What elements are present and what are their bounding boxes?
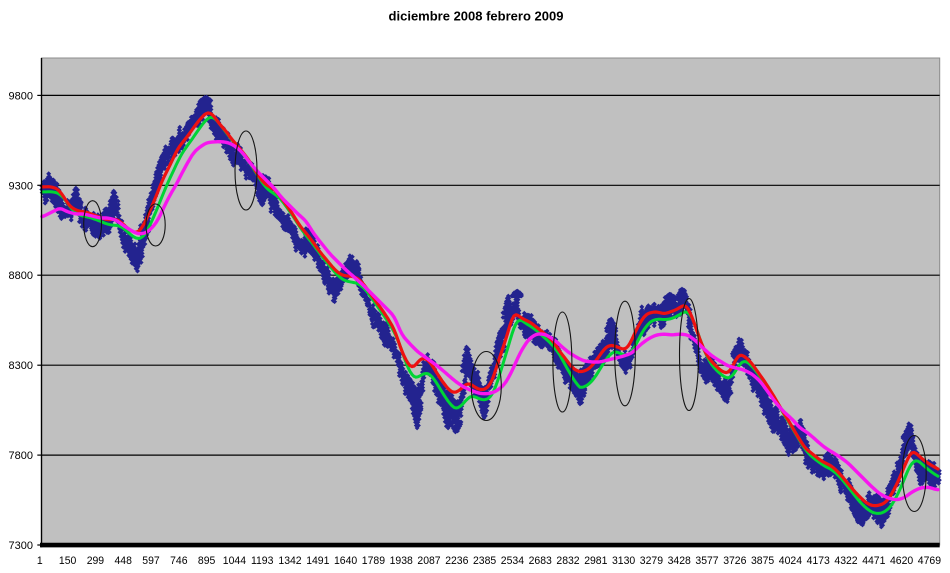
svg-text:3577: 3577	[695, 555, 718, 567]
svg-text:2087: 2087	[417, 555, 440, 567]
svg-text:4322: 4322	[834, 555, 857, 567]
svg-text:597: 597	[142, 555, 159, 567]
svg-text:2683: 2683	[529, 555, 552, 567]
svg-text:1044: 1044	[223, 555, 246, 567]
svg-text:746: 746	[170, 555, 187, 567]
svg-text:4769: 4769	[918, 555, 941, 567]
svg-text:9800: 9800	[9, 90, 33, 102]
svg-text:7800: 7800	[9, 450, 33, 462]
svg-text:2236: 2236	[445, 555, 468, 567]
svg-text:1938: 1938	[390, 555, 413, 567]
svg-text:1491: 1491	[306, 555, 329, 567]
svg-text:8300: 8300	[9, 360, 33, 372]
svg-text:3875: 3875	[751, 555, 774, 567]
svg-text:9300: 9300	[9, 180, 33, 192]
svg-text:3279: 3279	[640, 555, 663, 567]
svg-text:4173: 4173	[807, 555, 830, 567]
svg-text:4471: 4471	[862, 555, 885, 567]
svg-text:3428: 3428	[668, 555, 691, 567]
svg-text:2385: 2385	[473, 555, 496, 567]
svg-text:448: 448	[114, 555, 131, 567]
svg-text:150: 150	[59, 555, 76, 567]
svg-text:8800: 8800	[9, 270, 33, 282]
svg-text:1789: 1789	[362, 555, 385, 567]
svg-text:2981: 2981	[584, 555, 607, 567]
svg-text:3130: 3130	[612, 555, 635, 567]
svg-text:895: 895	[198, 555, 215, 567]
svg-text:4024: 4024	[779, 555, 802, 567]
svg-text:1342: 1342	[278, 555, 301, 567]
svg-text:diciembre 2008 febrero 2009: diciembre 2008 febrero 2009	[389, 9, 564, 24]
svg-text:7300: 7300	[9, 540, 33, 552]
svg-text:299: 299	[87, 555, 104, 567]
svg-text:4620: 4620	[890, 555, 913, 567]
svg-text:2832: 2832	[556, 555, 579, 567]
svg-text:1640: 1640	[334, 555, 357, 567]
svg-text:1193: 1193	[251, 555, 273, 567]
svg-text:3726: 3726	[723, 555, 746, 567]
svg-text:1: 1	[37, 555, 43, 567]
svg-text:2534: 2534	[501, 555, 524, 567]
